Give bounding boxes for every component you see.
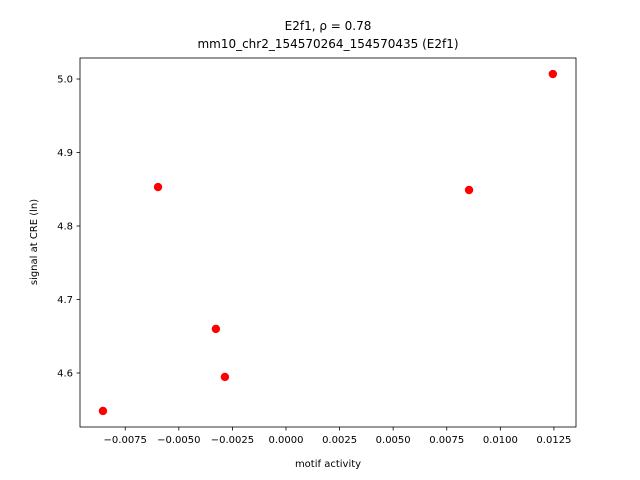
point xyxy=(548,69,558,79)
x-tick-label: 0.0125 xyxy=(536,435,571,446)
x-tick-label: −0.0075 xyxy=(104,435,147,446)
x-tick-label: −0.0050 xyxy=(157,435,200,446)
x-tick-label: −0.0025 xyxy=(211,435,254,446)
x-tick-label: 0.0025 xyxy=(322,435,357,446)
y-tick-label: 4.6 xyxy=(57,368,73,379)
point xyxy=(464,185,474,195)
point xyxy=(211,324,221,334)
y-axis-label: signal at CRE (ln) xyxy=(29,199,40,285)
x-tick-label: 0.0075 xyxy=(429,435,464,446)
y-tick-label: 4.9 xyxy=(57,148,73,159)
x-tick-label: 0.0050 xyxy=(376,435,411,446)
x-axis-label: motif activity xyxy=(295,459,361,470)
y-tick-label: 4.7 xyxy=(57,295,73,306)
point xyxy=(98,406,108,416)
x-tick-label: 0.0000 xyxy=(268,435,303,446)
chart-subtitle: mm10_chr2_154570264_154570435 (E2f1) xyxy=(197,37,458,51)
point xyxy=(153,182,163,192)
plot-frame xyxy=(79,57,577,428)
y-tick-label: 4.8 xyxy=(57,222,73,233)
y-tick-label: 5.0 xyxy=(57,75,73,86)
x-tick-label: 0.0100 xyxy=(483,435,518,446)
chart-title: E2f1, ρ = 0.78 xyxy=(285,19,372,33)
point xyxy=(220,372,230,382)
